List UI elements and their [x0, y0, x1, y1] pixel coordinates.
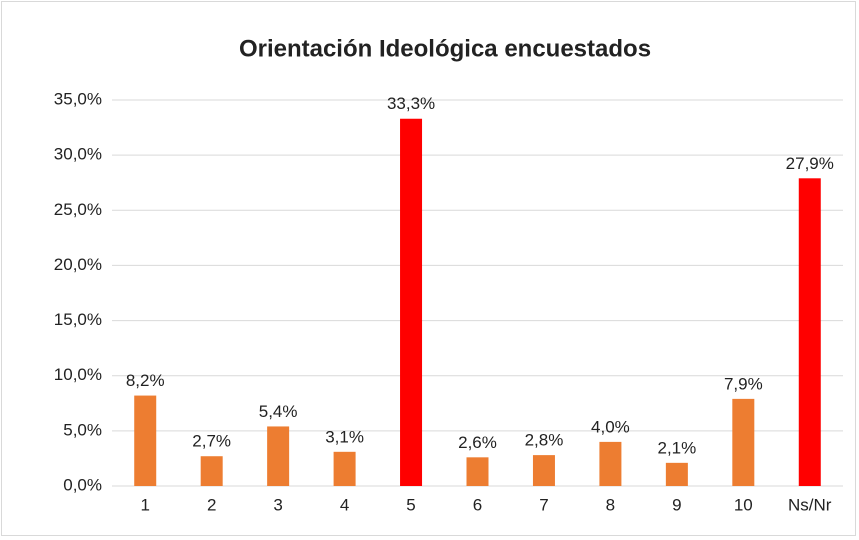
x-tick-label: 5 [406, 495, 415, 514]
data-label: 33,3% [387, 94, 435, 113]
y-tick-label: 10,0% [54, 365, 102, 384]
bar [732, 398, 755, 486]
x-tick-label: 3 [273, 495, 282, 514]
x-tick-label: 4 [340, 495, 349, 514]
y-tick-label: 20,0% [54, 255, 102, 274]
bar [400, 118, 423, 487]
y-tick-label: 0,0% [63, 475, 102, 494]
data-label: 2,7% [192, 432, 231, 451]
x-tick-label: Ns/Nr [788, 495, 832, 514]
y-tick-label: 5,0% [63, 420, 102, 439]
x-tick-label: 2 [207, 495, 216, 514]
bar [267, 426, 290, 486]
bar [798, 178, 821, 486]
bar [466, 457, 489, 486]
x-tick-label: 7 [539, 495, 548, 514]
data-label: 7,9% [724, 374, 763, 393]
x-tick-label: 9 [672, 495, 681, 514]
bar [333, 451, 356, 486]
bar [665, 462, 688, 486]
data-label: 3,1% [325, 427, 364, 446]
chart-title: Orientación Ideológica encuestados [239, 35, 651, 62]
y-tick-label: 25,0% [54, 200, 102, 219]
data-label: 2,8% [525, 431, 564, 450]
x-tick-label: 8 [606, 495, 615, 514]
bar [134, 395, 157, 486]
data-label: 2,6% [458, 433, 497, 452]
data-label: 4,0% [591, 417, 630, 436]
y-tick-label: 30,0% [54, 145, 102, 164]
data-label: 2,1% [657, 438, 696, 457]
x-tick-label: 1 [140, 495, 149, 514]
bar [532, 455, 555, 486]
y-tick-label: 15,0% [54, 310, 102, 329]
data-label: 27,9% [786, 154, 834, 173]
data-label: 8,2% [126, 371, 165, 390]
y-tick-label: 35,0% [54, 89, 102, 108]
x-tick-label: 10 [734, 495, 753, 514]
data-label: 5,4% [259, 402, 298, 421]
bar [200, 456, 223, 486]
bar [599, 441, 622, 486]
x-tick-label: 6 [473, 495, 482, 514]
